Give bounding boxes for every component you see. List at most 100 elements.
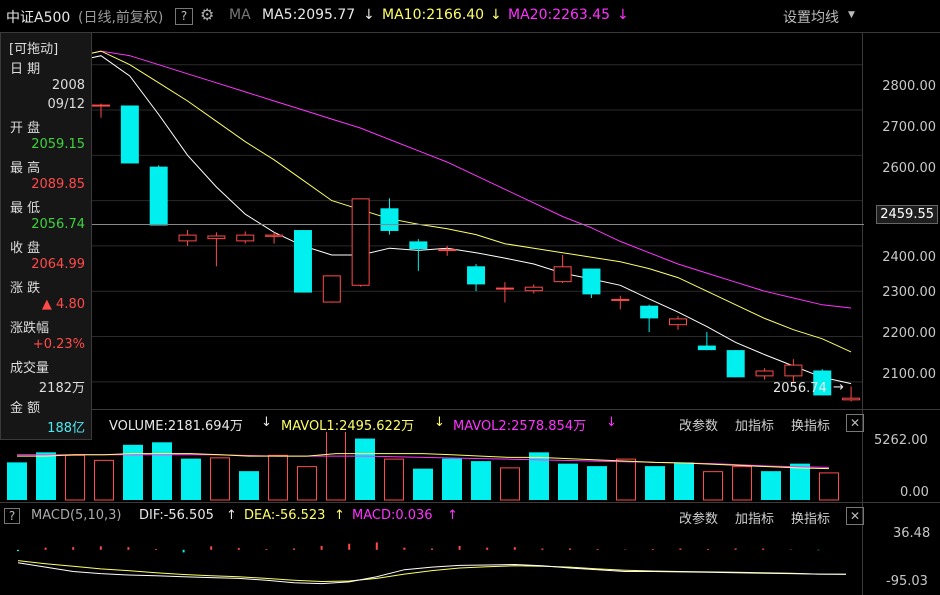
macd-change-params-button[interactable]: 改参数 [679,512,719,527]
chevron-down-icon[interactable]: ▼ [848,10,855,20]
candle-body [726,350,745,378]
top-bar: 中证A500 (日线,前复权) ? ⚙ MA MA5:2095.77 ↓ MA1… [0,0,940,32]
volume-title: VOLUME:2181.694万 [109,419,243,434]
close-icon[interactable]: ✕ [846,507,864,525]
high-label: 最 高 [10,161,41,176]
candle-body [438,249,457,252]
volume-bar [790,463,810,500]
candle-body [495,287,514,290]
ma20-arrow-icon: ↓ [617,7,629,23]
mavol2-arrow-icon: ↓ [606,415,617,430]
volume-chart[interactable] [0,432,862,502]
macd-arrow-icon: ↑ [447,508,458,523]
candle-body [207,235,226,240]
macd-value: MACD:0.036 [352,508,433,523]
amount-label: 金 额 [10,401,41,416]
volume-axis-bottom: 0.00 [900,485,929,500]
ma10-value: MA10:2166.40 [382,7,485,23]
volume-bar [152,442,172,500]
price-tick: 2700.00 [882,120,936,135]
price-chart[interactable] [0,33,862,409]
chart-mode-label: (日线,前复权) [78,10,164,26]
low-value: 2056.74 [31,217,85,232]
candle-body [120,105,139,164]
question-icon[interactable]: ? [4,508,20,524]
volume-value: 2182万 [38,381,85,396]
dea-value: DEA:-56.523 [244,508,326,523]
price-tick: 2200.00 [882,326,936,341]
pct-change-label: 涨跌幅 [10,321,50,336]
info-panel[interactable]: [可拖动] 日 期 2008 09/12 开 盘 2059.15 最 高 208… [0,32,92,440]
mavol1-arrow-icon: ↓ [434,415,445,430]
macd-switch-indicator-button[interactable]: 换指标 [791,512,831,527]
volume-bar [558,463,578,500]
gear-icon[interactable]: ⚙ [200,5,215,24]
open-value: 2059.15 [31,137,85,152]
volume-bar [123,444,143,500]
price-tick: 2300.00 [882,285,936,300]
candle-body [640,305,659,319]
volume-bar [7,462,27,500]
ma20-line [90,50,852,309]
macd-axis-bottom: -95.03 [886,574,928,589]
mavol2-value: MAVOL2:2578.854万 [453,419,587,434]
crosshair-price-label: 2459.55 [876,205,938,224]
candle-body [467,266,486,285]
ma-label: MA [229,7,251,23]
ma5-arrow-icon: ↓ [363,7,375,23]
volume-bar [500,467,520,501]
change-label: 涨 跌 [10,281,41,296]
volume-bar [732,466,752,501]
volume-axis-top: 5262.00 [874,433,928,448]
volume-label: 成交量 [10,361,50,376]
volume-bar [355,438,375,500]
date-month-day: 09/12 [47,97,85,112]
candle-body [409,241,428,250]
price-tick: 2100.00 [882,367,936,382]
candle-body [322,275,341,303]
dif-line [17,562,847,585]
volume-arrow-icon: ↓ [261,415,272,430]
volume-change-params-button[interactable]: 改参数 [679,419,719,434]
volume-bar [587,466,607,500]
macd-add-indicator-button[interactable]: 加指标 [735,512,775,527]
price-axis: 2800.00 2700.00 2600.00 2400.00 2300.00 … [863,33,940,409]
candle-body [611,298,630,301]
volume-bar [210,457,230,501]
dif-value: DIF:-56.505 [139,508,214,523]
top-divider [0,32,940,33]
change-value: ▲ 4.80 [41,297,85,312]
volume-bar [819,472,839,501]
ma5-line [90,55,852,385]
ma20-value: MA20:2263.45 [508,7,611,23]
close-value: 2064.99 [31,257,85,272]
question-icon[interactable]: ? [175,8,193,25]
volume-bar [65,454,85,501]
dea-arrow-icon: ↑ [334,508,345,523]
candle-body [92,104,110,107]
dea-line [17,560,847,583]
volume-bar [471,461,491,500]
ma10-arrow-icon: ↓ [490,7,502,23]
ma-settings-button[interactable]: 设置均线 [783,10,839,26]
drag-handle[interactable]: [可拖动] [9,42,59,57]
axis-divider [862,32,863,595]
volume-add-indicator-button[interactable]: 加指标 [735,419,775,434]
macd-axis-top: 36.48 [893,526,931,541]
dif-arrow-icon: ↑ [226,508,237,523]
volume-bar [384,458,404,501]
volume-bar [442,458,462,500]
close-icon[interactable]: ✕ [846,414,864,432]
volume-switch-indicator-button[interactable]: 换指标 [791,419,831,434]
candle-body [293,230,312,293]
min-price-marker: 2056.74 [773,381,827,396]
volume-bar [326,432,346,501]
macd-chart[interactable] [0,526,862,595]
candle-body [669,318,687,326]
volume-bar [413,468,433,500]
candle-body [380,208,399,231]
low-label: 最 低 [10,201,41,216]
macd-divider [0,502,940,503]
close-label: 收 盘 [10,241,41,256]
index-name: 中证A500 [6,10,71,26]
